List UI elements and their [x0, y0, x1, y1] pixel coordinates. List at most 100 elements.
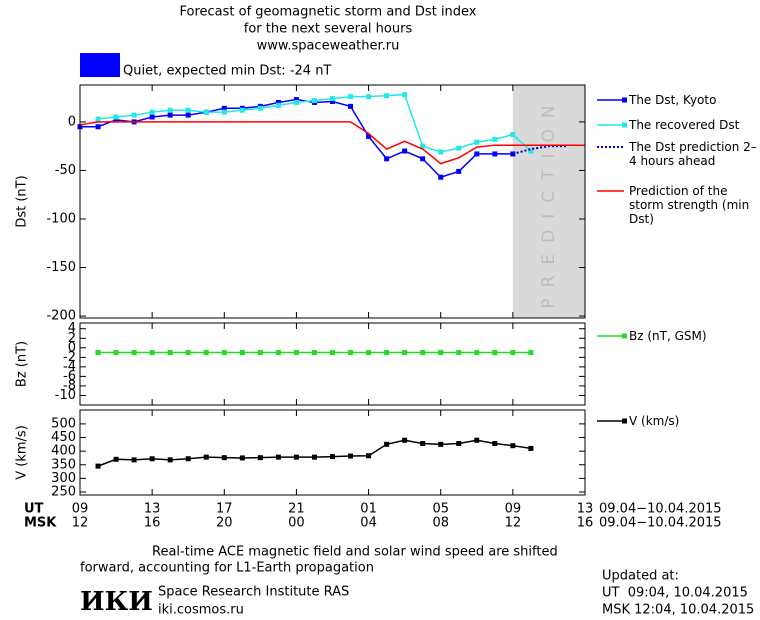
point [330, 99, 335, 105]
point [510, 350, 516, 356]
point [113, 456, 119, 462]
x2-tick-label: 04 [360, 516, 377, 531]
point [167, 107, 173, 113]
y-tick-label: 450 [51, 430, 76, 445]
point [348, 453, 354, 459]
legend-marker [622, 333, 627, 339]
point [221, 105, 227, 111]
point [113, 117, 119, 123]
legend-entry: The Dst, Kyoto [629, 93, 717, 107]
x-tick-label: 17 [216, 502, 233, 517]
y-tick-label: -2 [63, 350, 76, 365]
point [185, 112, 191, 118]
point [311, 454, 317, 460]
point [257, 350, 263, 356]
title-line: www.spaceweather.ru [257, 39, 400, 54]
y-tick-label: -50 [55, 163, 76, 178]
url: iki.cosmos.ru [158, 603, 244, 618]
y-tick-label: -4 [63, 359, 76, 374]
point [402, 148, 408, 154]
title-line: Forecast of geomagnetic storm and Dst in… [179, 5, 476, 20]
x-tick-label: 09 [72, 502, 89, 517]
institute: Space Research Institute RAS [158, 585, 349, 600]
point [456, 168, 462, 174]
point [203, 109, 209, 115]
point [275, 102, 281, 108]
point [348, 94, 354, 100]
point [293, 350, 299, 356]
legend-entry: V (km/s) [629, 414, 680, 428]
point [149, 350, 155, 356]
note-line: Real-time ACE magnetic field and solar w… [152, 545, 558, 560]
updated-line: Updated at: [602, 569, 679, 584]
point [402, 437, 408, 443]
y-tick-label: 300 [51, 471, 76, 486]
point [149, 456, 155, 462]
x-tick-label: 21 [288, 502, 305, 517]
x2-tick-label: 00 [288, 516, 305, 531]
x-tick-label: 13 [577, 502, 594, 517]
point [348, 103, 354, 109]
point [402, 350, 408, 356]
point [221, 350, 227, 356]
point [221, 455, 227, 461]
point [221, 109, 227, 115]
point [492, 350, 498, 356]
y-tick-label: -8 [63, 378, 76, 393]
point [420, 350, 426, 356]
updated-line: UT 09:04, 10.04.2015 [602, 586, 748, 601]
x-tick-label: 13 [144, 502, 161, 517]
x-tick-label: 05 [432, 502, 449, 517]
point [492, 136, 498, 142]
point [474, 350, 480, 356]
x2-tick-label: 08 [432, 516, 449, 531]
point [113, 114, 119, 120]
point [348, 350, 354, 356]
series-line [80, 98, 513, 179]
point [402, 92, 408, 98]
panel-frame [79, 84, 586, 319]
point [167, 457, 173, 463]
point [131, 457, 137, 463]
point [438, 441, 444, 447]
point [510, 443, 516, 449]
title-line: for the next several hours [244, 22, 413, 37]
point [330, 350, 335, 356]
legend-marker [622, 418, 627, 424]
y-tick-label: -10 [55, 388, 76, 403]
point [239, 107, 245, 113]
legend-entry: The recovered Dst [629, 118, 740, 132]
x2-tick-label: 12 [505, 516, 522, 531]
point [330, 96, 335, 102]
point [438, 350, 444, 356]
point [438, 174, 444, 180]
point [95, 350, 101, 356]
x2-tick-label: 20 [216, 516, 233, 531]
point [293, 97, 299, 103]
y-tick-label: -150 [46, 260, 76, 275]
point [474, 139, 480, 145]
legend-entry: The Dst prediction 2–4 hours ahead [629, 140, 757, 168]
y-tick-label: -200 [46, 309, 76, 324]
y-tick-label: -100 [46, 211, 76, 226]
point [257, 455, 263, 461]
point [311, 98, 317, 104]
panel-frame [79, 322, 586, 406]
point [149, 114, 155, 120]
point [239, 350, 245, 356]
point [149, 109, 155, 115]
point [167, 350, 173, 356]
x-row-label: UT [24, 502, 44, 517]
point [528, 148, 534, 154]
point [257, 105, 263, 111]
prediction-label: PREDICTION [539, 94, 559, 308]
y-tick-label: 0 [68, 114, 76, 129]
status-box [80, 53, 120, 77]
y-tick-label: -6 [63, 369, 76, 384]
x2-tick-label: 16 [577, 516, 594, 531]
point [474, 151, 480, 157]
prediction-region [512, 85, 585, 318]
point [203, 350, 209, 356]
